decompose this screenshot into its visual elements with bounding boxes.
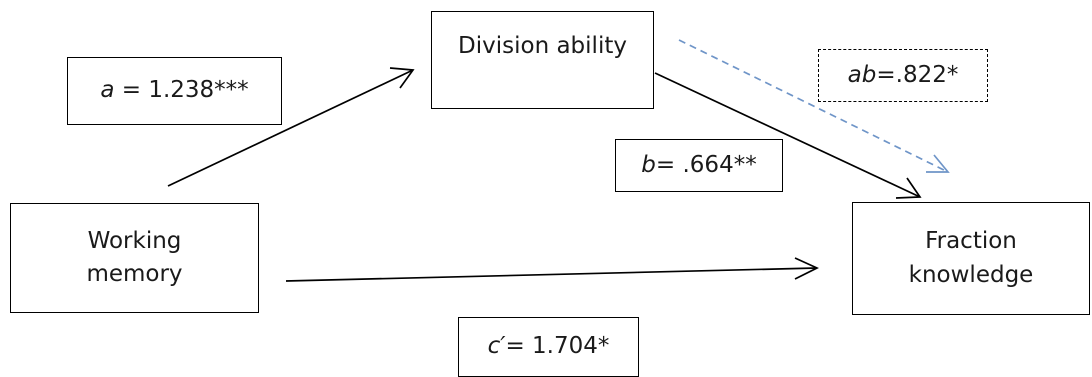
arrow-a — [167, 67, 415, 187]
path-ab-symbol: ab — [847, 61, 877, 88]
arrow-b — [654, 72, 922, 199]
path-label-ab: ab=.822* — [818, 49, 988, 102]
path-label-a: a = 1.238*** — [67, 57, 282, 125]
path-label-b: b= .664** — [615, 139, 783, 192]
path-a-value: = 1.238*** — [114, 77, 249, 104]
arrow-c-prime — [285, 257, 819, 282]
node-fraction-knowledge: Fraction knowledge — [852, 202, 1090, 315]
path-label-c-prime: c′= 1.704* — [458, 317, 639, 377]
arrow-ab-indirect — [678, 39, 950, 173]
path-c-prime-symbol: c′ — [487, 333, 506, 359]
working-memory-label: Working memory — [86, 227, 183, 287]
path-b-symbol: b — [641, 151, 656, 178]
fraction-knowledge-label: Fraction knowledge — [908, 228, 1034, 288]
path-ab-value: =.822* — [876, 61, 959, 88]
path-b-value: = .664** — [655, 151, 757, 178]
node-working-memory: Working memory — [10, 203, 259, 313]
node-division-ability: Division ability — [431, 11, 654, 109]
division-ability-label: Division ability — [458, 33, 627, 59]
path-c-prime-value: = 1.704* — [505, 333, 610, 359]
path-a-symbol: a — [100, 77, 115, 104]
